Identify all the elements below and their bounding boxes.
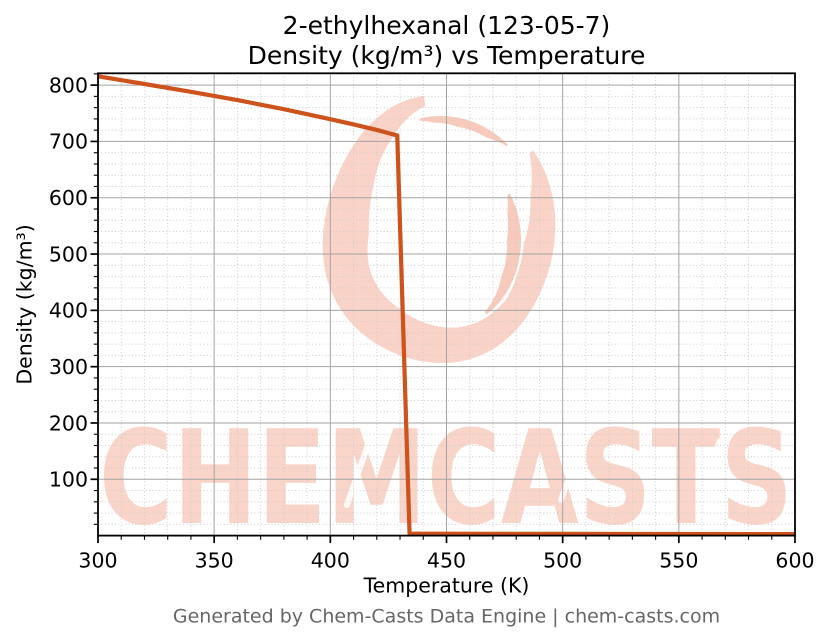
x-tick-labels: 300 350 400 450 500 550 600 bbox=[78, 549, 814, 573]
y-axis-label: Density (kg/m³) bbox=[13, 224, 37, 384]
y-tick-label: 200 bbox=[49, 411, 88, 435]
x-tick-label: 600 bbox=[775, 549, 814, 573]
series-line-Density (kg/m³) bbox=[97, 74, 796, 537]
x-tick-label: 500 bbox=[543, 549, 582, 573]
x-tick-label: 450 bbox=[427, 549, 466, 573]
swoosh-ring bbox=[322, 95, 556, 364]
y-tick-label: 500 bbox=[49, 242, 88, 266]
swoosh-comma bbox=[484, 193, 521, 315]
x-tick-label: 350 bbox=[195, 549, 234, 573]
data-series bbox=[97, 74, 796, 537]
chart-title-line-2: Density (kg/m³) vs Temperature bbox=[248, 41, 646, 70]
y-tick-label: 300 bbox=[49, 355, 88, 379]
y-tick-label: 400 bbox=[49, 299, 88, 323]
chart-title-line-1: 2-ethylhexanal (123-05-7) bbox=[283, 11, 611, 40]
x-tick-label: 550 bbox=[659, 549, 698, 573]
y-tick-label: 800 bbox=[49, 73, 88, 97]
footer-credit-text: Generated by Chem-Casts Data Engine | ch… bbox=[173, 605, 720, 627]
axis-ticks bbox=[90, 73, 796, 544]
x-tick-label: 400 bbox=[311, 549, 350, 573]
y-tick-label: 100 bbox=[49, 468, 88, 492]
x-axis-label: Temperature (K) bbox=[363, 574, 530, 598]
x-tick-label: 300 bbox=[78, 549, 117, 573]
y-tick-label: 700 bbox=[49, 130, 88, 154]
y-tick-label: 600 bbox=[49, 186, 88, 210]
y-tick-labels: 100 200 300 400 500 600 700 800 bbox=[49, 73, 88, 491]
swoosh-brush-gap bbox=[543, 293, 593, 355]
